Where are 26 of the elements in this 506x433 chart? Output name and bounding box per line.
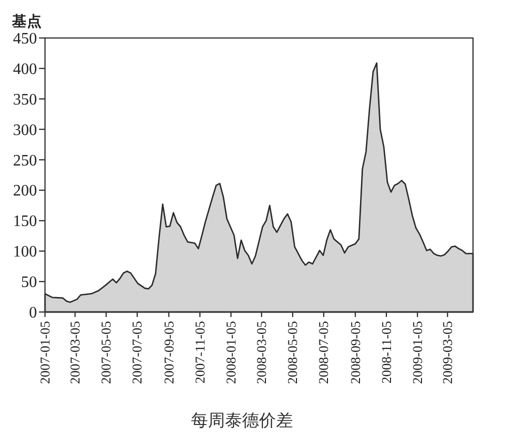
x-axis-title: 每周泰德价差 — [191, 411, 293, 431]
x-tick-label: 2007-01-05 — [38, 320, 52, 384]
x-tick-label: 2008-11-05 — [378, 320, 394, 384]
y-axis-title: 基点 — [11, 13, 42, 30]
y-tick-label: 250 — [13, 152, 37, 170]
x-tick-label: 2009-01-05 — [410, 320, 425, 384]
x-tick-label: 2008-09-05 — [348, 320, 363, 384]
y-tick-label: 300 — [13, 122, 37, 139]
y-tick-label: 100 — [13, 244, 37, 261]
x-tick-label: 2007-11-05 — [192, 320, 208, 384]
y-tick-label: 400 — [13, 60, 37, 78]
x-tick-label: 2008-07-05 — [316, 320, 332, 384]
y-tick-label: 0 — [29, 304, 37, 322]
y-tick-label: 450 — [13, 30, 37, 48]
x-tick-label: 2008-01-05 — [223, 320, 238, 384]
x-tick-label: 2007-07-05 — [130, 320, 145, 384]
y-tick-label: 200 — [13, 182, 37, 200]
y-tick-label: 50 — [21, 274, 37, 292]
x-tick-label: 2007-05-05 — [98, 320, 114, 384]
x-tick-label: 2008-05-05 — [285, 320, 300, 384]
x-tick-label: 2008-03-05 — [254, 320, 270, 384]
x-tick-label: 2007-03-05 — [68, 320, 83, 384]
x-tick-label: 2007-09-05 — [161, 320, 176, 384]
y-tick-label: 150 — [13, 213, 37, 230]
y-tick-label: 350 — [13, 91, 37, 108]
x-tick-label: 2009-03-05 — [440, 320, 456, 384]
